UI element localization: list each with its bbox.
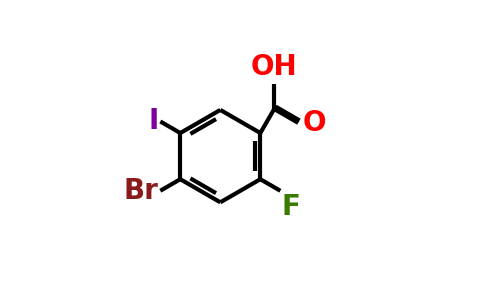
Text: I: I bbox=[148, 107, 158, 136]
Text: O: O bbox=[302, 109, 326, 137]
Text: F: F bbox=[282, 193, 301, 221]
Text: Br: Br bbox=[123, 177, 158, 205]
Text: OH: OH bbox=[251, 53, 298, 81]
